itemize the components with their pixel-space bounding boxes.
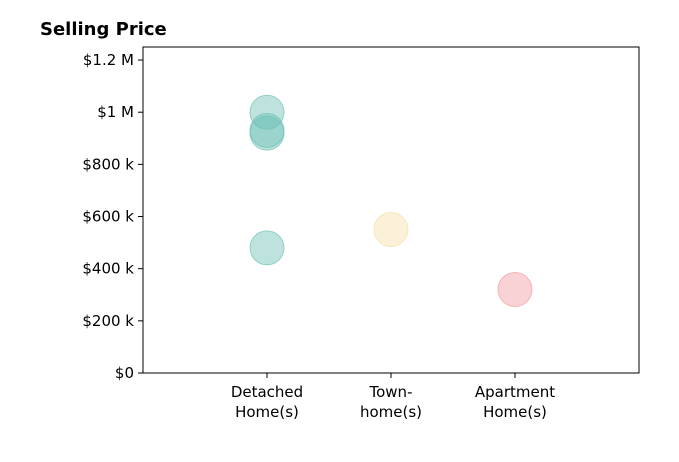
data-point (497, 272, 533, 308)
y-tick-label: $200 k (82, 312, 134, 330)
data-point (249, 230, 285, 266)
y-tick-label: $600 k (82, 208, 134, 226)
x-axis: Detached Home(s) Town-home(s) Apartment Home… (231, 373, 555, 421)
y-axis: $0 $200 k $400 k $600 k $800 k $1 M $1.2 M (82, 51, 143, 382)
data-point (373, 212, 409, 248)
y-tick-label: $800 k (82, 155, 134, 173)
chart-title: Selling Price (40, 19, 167, 40)
plot-frame (142, 46, 640, 374)
x-tick-label: Apartment Home(s) (475, 383, 555, 421)
x-tick-label: Town-home(s) (360, 383, 422, 421)
y-tick-label: $0 (115, 364, 134, 382)
y-tick-label: $1.2 M (83, 51, 134, 69)
y-tick-label: $400 k (82, 260, 134, 278)
y-tick-label: $1 M (97, 103, 134, 121)
data-point (249, 94, 285, 130)
x-tick-label: Detached Home(s) (231, 383, 303, 421)
data-point (249, 115, 285, 151)
data-points (249, 94, 533, 308)
